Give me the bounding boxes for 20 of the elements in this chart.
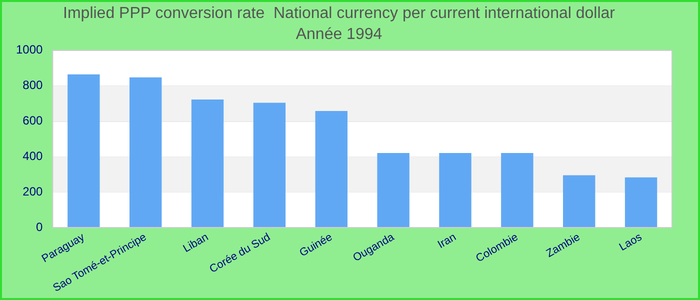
chart-subtitle: Année 1994 <box>296 26 382 44</box>
bar <box>563 175 596 228</box>
bar <box>315 111 348 228</box>
y-tick-label: 1000 <box>16 42 44 57</box>
y-tick-label: 600 <box>22 114 44 128</box>
y-tick-label: 400 <box>22 149 44 164</box>
chart-title: Implied PPP conversion rate National currency per current international dollar <box>63 5 616 22</box>
x-tick-label: Laos <box>617 230 644 254</box>
y-tick-label: 0 <box>36 220 44 234</box>
bar <box>377 153 410 228</box>
x-tick-label: Iran <box>436 231 458 252</box>
bar <box>501 153 534 228</box>
bar <box>68 74 100 228</box>
y-tick-label: 200 <box>22 184 44 199</box>
bar <box>253 102 286 228</box>
bar <box>129 77 162 228</box>
bar <box>439 153 472 228</box>
bar <box>624 177 658 228</box>
bar <box>191 100 224 228</box>
y-tick-label: 800 <box>22 78 44 92</box>
